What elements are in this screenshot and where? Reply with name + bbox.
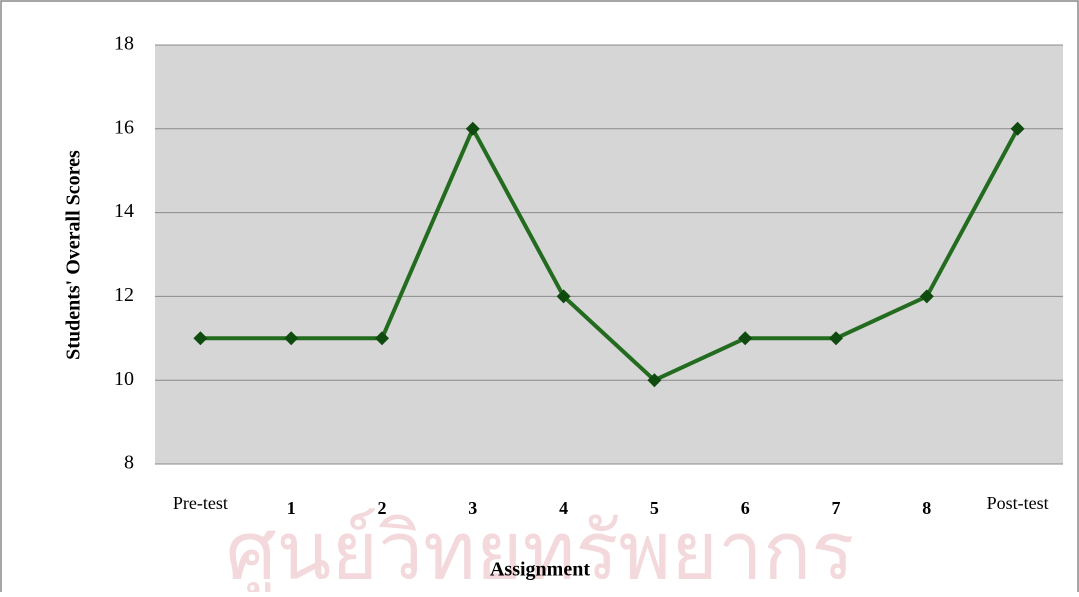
y-tick-label: 8 <box>124 452 134 474</box>
y-tick-label: 18 <box>114 33 134 55</box>
marker <box>193 331 208 346</box>
x-tick-label: Pre-test <box>173 493 228 513</box>
marker <box>1010 121 1025 136</box>
line <box>200 126 1020 383</box>
plot-area <box>155 45 1063 464</box>
x-tick-label: 1 <box>287 498 296 518</box>
marker <box>919 289 934 304</box>
x-tick-label: 7 <box>832 498 841 518</box>
x-tick-label: 8 <box>922 498 931 518</box>
marker <box>556 289 571 304</box>
x-tick-label: 2 <box>378 498 387 518</box>
y-tick-label: 12 <box>114 284 134 306</box>
y-tick-label: 14 <box>114 200 134 222</box>
x-tick-label: 3 <box>468 498 477 518</box>
marker <box>829 331 843 346</box>
marker <box>375 331 389 346</box>
x-axis-title: Assignment <box>490 559 590 581</box>
x-tick-label: 5 <box>650 498 659 518</box>
y-tick-label: 16 <box>114 116 134 138</box>
y-tick-label: 10 <box>114 368 134 390</box>
marker <box>284 331 299 346</box>
marker <box>647 373 662 388</box>
x-tick-label: Post-test <box>987 493 1049 513</box>
marker <box>738 331 753 346</box>
x-tick-label: 6 <box>741 498 750 518</box>
x-tick-label: 4 <box>559 498 568 518</box>
marker <box>465 121 480 136</box>
y-axis-title: Students' Overall Scores <box>63 150 85 360</box>
watermark: ศูนย์วิทยทรัพยากร <box>226 507 855 592</box>
